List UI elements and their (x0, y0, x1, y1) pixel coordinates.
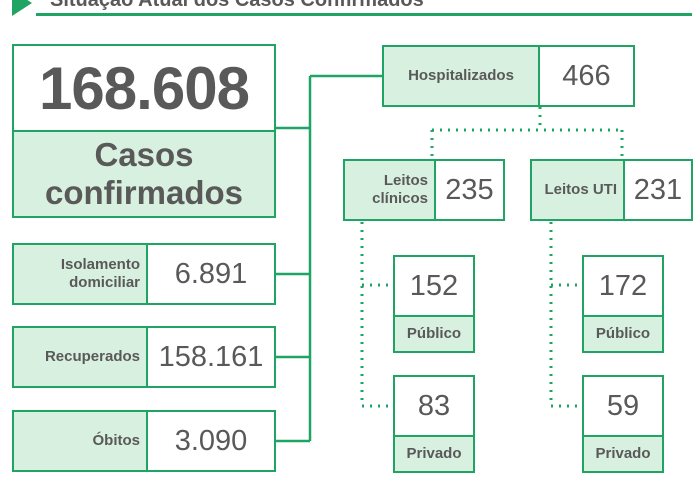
recuperados-label: Recuperados (44, 348, 140, 365)
clinicos-publico-label-box: Público (393, 315, 475, 353)
uti-publico-label-box: Público (582, 315, 664, 353)
hospitalizados-label: Hospitalizados (408, 67, 514, 84)
isolamento-label-box: Isolamento domiciliar (12, 243, 148, 305)
title-underline (36, 13, 692, 16)
leitos-uti-value: 231 (633, 173, 683, 206)
clinicos-privado-label-box: Privado (393, 435, 475, 473)
obitos-value-box: 3.090 (146, 410, 276, 472)
leitos-uti-value-box: 231 (623, 159, 693, 221)
obitos-value: 3.090 (174, 424, 248, 457)
uti-privado-label: Privado (595, 445, 651, 462)
uti-privado-label-box: Privado (582, 435, 664, 473)
hospitalizados-label-box: Hospitalizados (382, 45, 540, 107)
clinicos-publico-value: 152 (409, 269, 459, 302)
clinicos-publico-value-box: 152 (393, 255, 475, 317)
leitos-clinicos-value-box: 235 (434, 159, 505, 221)
leitos-uti-label: Leitos UTI (544, 181, 617, 198)
play-arrow-icon (12, 0, 32, 16)
uti-privado-value-box: 59 (582, 375, 664, 437)
uti-privado-value: 59 (606, 389, 640, 422)
page-title: Situação Atual dos Casos Confirmados (50, 0, 424, 11)
title-bar: Situação Atual dos Casos Confirmados (0, 0, 698, 18)
clinicos-privado-label: Privado (406, 445, 462, 462)
total-cases-label: Casos confirmados (44, 136, 244, 211)
hospitalizados-value-box: 466 (538, 45, 635, 107)
uti-publico-value: 172 (598, 269, 648, 302)
obitos-label-box: Óbitos (12, 410, 148, 472)
clinicos-privado-value: 83 (417, 389, 451, 422)
recuperados-value-box: 158.161 (146, 326, 276, 388)
recuperados-value: 158.161 (158, 340, 264, 373)
isolamento-value-box: 6.891 (146, 243, 276, 305)
clinicos-privado-value-box: 83 (393, 375, 475, 437)
leitos-clinicos-label-box: Leitos clínicos (343, 159, 436, 221)
total-cases-value-box: 168.608 (12, 44, 276, 132)
total-cases-label-box: Casos confirmados (12, 130, 276, 218)
leitos-uti-label-box: Leitos UTI (530, 159, 625, 221)
clinicos-publico-label: Público (406, 325, 462, 342)
obitos-label: Óbitos (92, 432, 141, 449)
leitos-clinicos-label: Leitos clínicos (372, 172, 428, 207)
isolamento-label: Isolamento domiciliar (60, 256, 140, 291)
recuperados-label-box: Recuperados (12, 326, 148, 388)
total-cases-value: 168.608 (39, 54, 250, 122)
hospitalizados-value: 466 (562, 59, 611, 92)
isolamento-value: 6.891 (174, 257, 248, 290)
uti-publico-value-box: 172 (582, 255, 664, 317)
uti-publico-label: Público (595, 325, 651, 342)
leitos-clinicos-value: 235 (445, 173, 494, 206)
